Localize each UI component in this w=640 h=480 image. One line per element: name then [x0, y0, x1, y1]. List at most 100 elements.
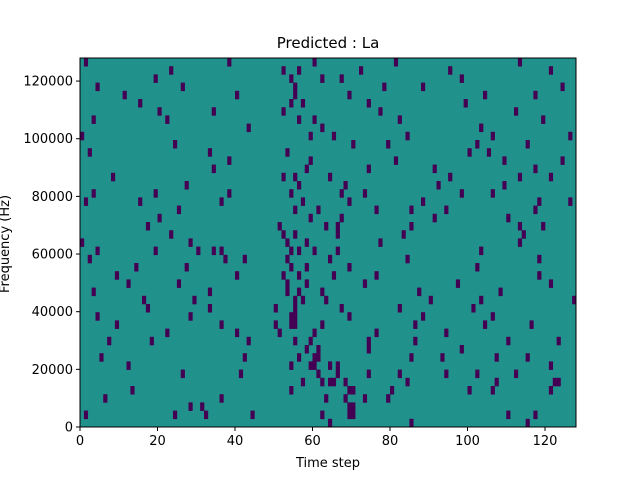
heatmap-cell	[498, 287, 503, 297]
heatmap-cell	[339, 189, 344, 198]
heatmap-cell	[145, 222, 151, 231]
heatmap-cell	[444, 369, 449, 379]
heatmap-cell	[134, 263, 139, 272]
heatmap-cell	[502, 156, 507, 165]
heatmap-cell	[490, 131, 495, 141]
heatmap-cell	[455, 279, 461, 288]
heatmap-cell	[448, 66, 453, 75]
heatmap-cell	[289, 312, 294, 321]
heatmap-cell	[568, 197, 573, 206]
heatmap-cell	[421, 197, 426, 206]
heatmap-cell	[300, 99, 306, 108]
heatmap-cell	[335, 222, 340, 231]
heatmap-cell	[405, 254, 410, 264]
heatmap-cell	[421, 82, 426, 92]
heatmap-cell	[335, 230, 340, 239]
heatmap-cell	[517, 238, 523, 247]
heatmap-cell	[362, 279, 368, 288]
heatmap-cell	[207, 304, 213, 313]
heatmap-cell	[289, 246, 294, 256]
x-tick-label: 120	[533, 434, 558, 449]
heatmap-cell	[312, 328, 317, 338]
heatmap-cell	[506, 213, 511, 223]
heatmap-cell	[153, 74, 158, 83]
heatmap-cell	[130, 386, 135, 395]
heatmap-cell	[180, 369, 185, 379]
heatmap-cell	[297, 353, 302, 362]
heatmap-cell	[293, 320, 298, 329]
heatmap-cell	[490, 189, 495, 198]
heatmap-cell	[467, 386, 472, 395]
heatmap-cell	[517, 222, 523, 231]
heatmap-cell	[475, 140, 480, 149]
heatmap-cell	[347, 402, 352, 411]
heatmap-cell	[514, 369, 519, 379]
heatmap-cell	[502, 181, 507, 190]
heatmap-cell	[378, 238, 383, 247]
heatmap-cell	[366, 345, 371, 354]
heatmap-cell	[517, 58, 523, 67]
heatmap-cell	[479, 246, 484, 256]
plot-area	[79, 57, 577, 428]
heatmap-cell	[343, 394, 348, 403]
heatmap-cell	[537, 197, 542, 206]
heatmap-cell	[285, 254, 290, 264]
heatmap-cell	[366, 336, 371, 346]
heatmap-cell	[397, 115, 402, 124]
heatmap-cell	[486, 148, 492, 157]
heatmap-cell	[475, 263, 480, 272]
heatmap-cell	[560, 82, 565, 92]
heatmap-cell	[331, 377, 337, 387]
chart-title: Predicted : La	[277, 34, 380, 52]
heatmap-cell	[227, 156, 232, 165]
y-tick-label: 40000	[32, 305, 73, 320]
heatmap-cell	[409, 222, 414, 231]
heatmap-cell	[335, 246, 340, 256]
heatmap-cell	[297, 287, 302, 297]
heatmap-cell	[138, 197, 143, 206]
heatmap-cell	[238, 369, 244, 379]
heatmap-cell	[138, 99, 143, 108]
heatmap-cell	[281, 107, 286, 116]
heatmap-cell	[529, 320, 534, 329]
heatmap-cell	[444, 205, 449, 215]
heatmap-cell	[153, 246, 158, 256]
heatmap-cell	[359, 66, 364, 75]
heatmap-cell	[374, 328, 379, 338]
heatmap-cell	[421, 312, 426, 321]
heatmap-cell	[207, 287, 213, 297]
heatmap-cell	[409, 205, 414, 215]
heatmap-cell	[145, 304, 151, 313]
heatmap-cell	[188, 312, 193, 321]
heatmap-cell	[297, 246, 302, 256]
heatmap-cell	[173, 410, 178, 420]
y-tick-label: 60000	[32, 248, 73, 263]
x-tick-label: 80	[382, 434, 399, 449]
heatmap-cell	[316, 345, 321, 354]
heatmap-cell	[514, 107, 519, 116]
heatmap-cell	[227, 189, 232, 198]
heatmap-cell	[432, 213, 437, 223]
x-tick-label: 60	[304, 434, 321, 449]
heatmap-cell	[328, 361, 333, 370]
heatmap-cell	[312, 361, 317, 370]
heatmap-cell	[393, 156, 399, 165]
heatmap-cell	[111, 172, 116, 182]
heatmap-cell	[211, 164, 216, 174]
heatmap-cell	[196, 246, 201, 256]
heatmap-cell	[335, 361, 340, 370]
heatmap-cell	[300, 197, 306, 206]
heatmap-cell	[219, 320, 224, 329]
heatmap-cell	[459, 345, 464, 354]
heatmap-cell	[328, 254, 333, 264]
heatmap-cell	[320, 377, 325, 387]
heatmap-cell	[204, 410, 209, 420]
heatmap-cell	[343, 181, 348, 190]
heatmap-cell	[91, 115, 96, 124]
heatmap-cell	[176, 205, 182, 215]
heatmap-cell	[556, 377, 561, 387]
heatmap-cell	[289, 320, 294, 329]
heatmap-cell	[114, 271, 120, 280]
heatmap-cell	[242, 353, 247, 362]
